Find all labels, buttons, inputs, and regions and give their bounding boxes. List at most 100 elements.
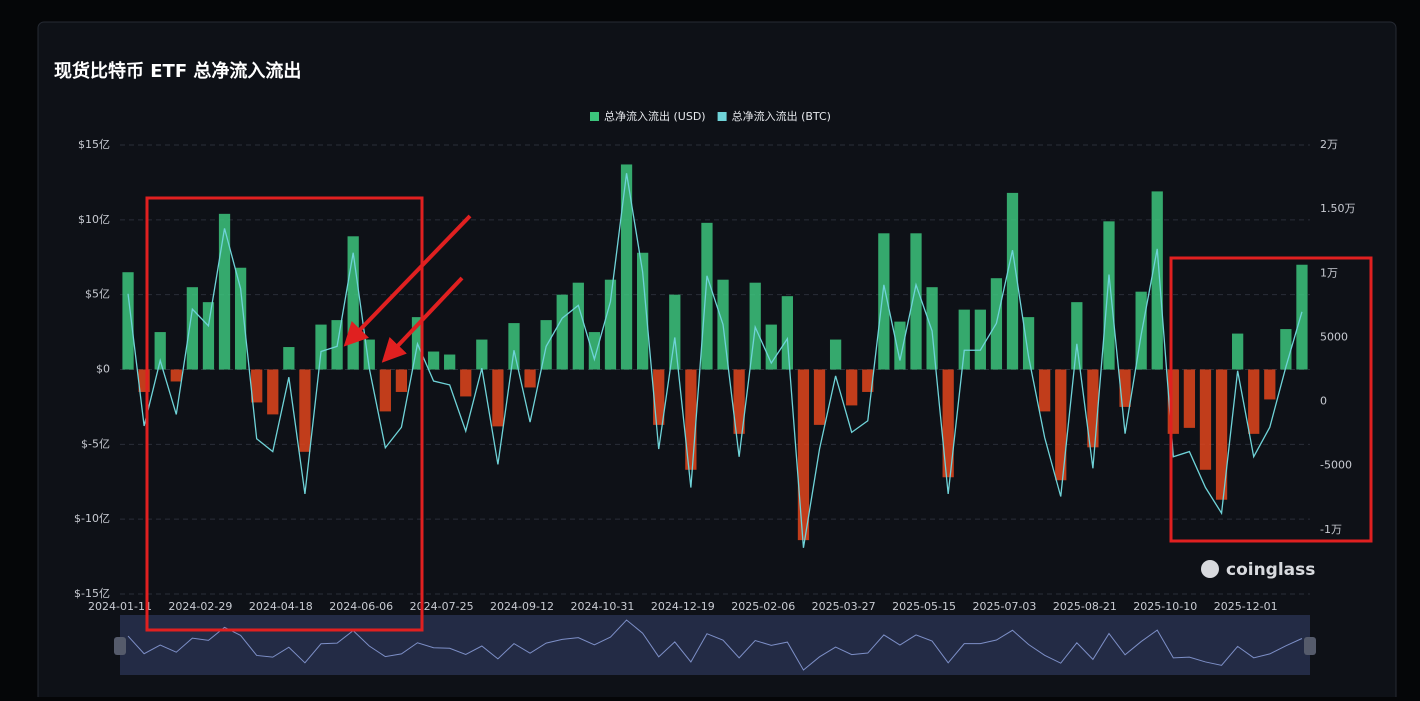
bar (1103, 221, 1115, 370)
y-tick-label: $5亿 (85, 288, 110, 301)
x-tick-label: 2024-04-18 (249, 600, 313, 613)
bar (1183, 369, 1196, 428)
bar (797, 369, 810, 541)
y-tick-label: $-10亿 (74, 512, 110, 525)
bar (1296, 264, 1308, 370)
bar (910, 233, 922, 370)
bar (926, 287, 938, 370)
bar (138, 369, 150, 392)
x-tick-label: 2025-05-15 (892, 600, 956, 613)
bar (669, 294, 681, 370)
x-tick-label: 2024-12-19 (651, 600, 715, 613)
bar (1232, 333, 1244, 370)
bar (1071, 302, 1083, 370)
x-tick-label: 2025-03-27 (812, 600, 876, 613)
y-tick-label: -5000 (1320, 459, 1352, 472)
slider-handle[interactable] (114, 637, 126, 655)
bar (508, 323, 520, 370)
legend-swatch (590, 112, 599, 121)
chart-title: 现货比特币 ETF 总净流入流出 (54, 60, 301, 82)
bar (781, 296, 793, 370)
bar (1022, 317, 1035, 370)
y-tick-label: $0 (96, 363, 110, 376)
bar (1006, 192, 1019, 370)
x-tick-label: 2025-02-06 (731, 600, 795, 613)
bar (202, 302, 215, 370)
bar (588, 332, 601, 370)
highlight-box (1169, 256, 1373, 543)
arrow (381, 276, 464, 363)
bar (283, 347, 295, 370)
bar (347, 236, 359, 370)
bar (846, 369, 858, 406)
x-tick-label: 2025-08-21 (1053, 600, 1117, 613)
bar (299, 369, 311, 452)
highlight-box (145, 196, 424, 632)
y-tick-label: 1.50万 (1320, 202, 1356, 215)
bar (685, 369, 697, 470)
bar (878, 233, 890, 370)
y-tick-label: $-15亿 (74, 587, 110, 600)
bar (1264, 369, 1276, 400)
bar (492, 369, 504, 427)
bar (829, 339, 842, 370)
bar (170, 369, 182, 382)
bar (1280, 329, 1292, 370)
legend-swatch (717, 112, 727, 121)
x-tick-label: 2025-10-10 (1133, 600, 1197, 613)
bar (540, 320, 552, 370)
legend-label: 总净流入流出 (USD) (604, 109, 706, 123)
slider-handle[interactable] (1304, 637, 1316, 655)
y-tick-label: 5000 (1320, 330, 1348, 343)
bar (524, 369, 536, 388)
line (127, 173, 1303, 548)
bar (942, 369, 954, 478)
bar (765, 324, 777, 370)
bar (1199, 369, 1212, 470)
bar (363, 339, 375, 370)
bar (315, 324, 327, 370)
bar (1215, 369, 1228, 500)
bar (154, 332, 166, 370)
bar (218, 213, 231, 370)
bar (813, 369, 826, 425)
y-tick-label: $15亿 (78, 138, 110, 151)
bar (701, 222, 713, 370)
bar (1087, 369, 1099, 448)
bar (460, 369, 472, 397)
x-tick-label: 2024-01-11 (88, 600, 152, 613)
watermark: coinglass (1226, 560, 1315, 580)
bar (604, 279, 617, 370)
bar (733, 369, 745, 434)
bar (556, 294, 568, 370)
bar (251, 369, 263, 403)
bar (637, 252, 649, 370)
x-tick-label: 2024-09-12 (490, 600, 554, 613)
legend: 总净流入流出 (USD) 总净流入流出 (BTC) (590, 109, 831, 123)
bar (1119, 369, 1131, 407)
x-tick-label: 2024-10-31 (570, 600, 634, 613)
bar (1167, 369, 1179, 434)
y-tick-label: $-5亿 (81, 437, 110, 450)
bar (186, 287, 198, 370)
bar (379, 369, 391, 412)
minimap-line (127, 619, 1303, 671)
bar (862, 369, 874, 392)
bar (476, 339, 488, 370)
bar (620, 164, 633, 370)
bar (572, 282, 584, 370)
bar (1055, 369, 1067, 481)
bar (1248, 369, 1260, 434)
x-tick-label: 2024-06-06 (329, 600, 393, 613)
x-tick-label: 2024-07-25 (410, 600, 474, 613)
bar (267, 369, 279, 415)
x-tick-label: 2025-07-03 (972, 600, 1036, 613)
bar (653, 369, 665, 425)
bar (234, 267, 247, 370)
arrow (343, 214, 472, 347)
x-tick-label: 2025-12-01 (1214, 600, 1278, 613)
zoom-slider[interactable] (120, 615, 1310, 675)
y-tick-label: -1万 (1320, 523, 1342, 536)
